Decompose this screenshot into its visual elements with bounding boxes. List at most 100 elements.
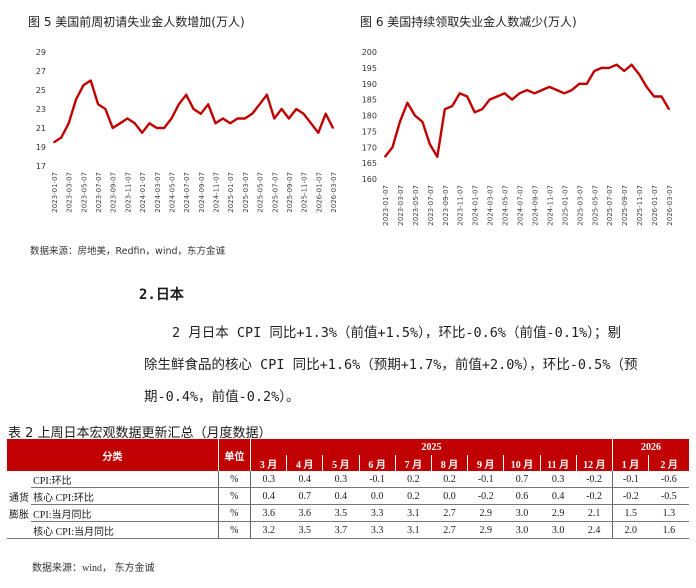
value-cell: -0.5 (648, 487, 689, 505)
value-cell: 2.9 (467, 504, 504, 522)
data-point (324, 112, 327, 115)
data-point (89, 79, 92, 82)
header-month: 4 月 (286, 455, 323, 471)
x-tick-label: 2024-05-07 (502, 185, 510, 226)
y-tick-label: 165 (362, 159, 377, 168)
data-point (192, 108, 195, 110)
y-tick-label: 170 (362, 143, 377, 152)
data-point (630, 63, 633, 66)
value-cell: 3.5 (322, 504, 360, 522)
value-cell: 1.6 (648, 521, 689, 539)
value-cell: -0.1 (467, 471, 504, 488)
header-month: 6 月 (358, 455, 396, 471)
data-point (413, 114, 416, 117)
x-tick-label: 2023-01-07 (382, 185, 390, 226)
data-point (302, 112, 305, 115)
value-cell: -0.2 (576, 471, 613, 488)
header-month: 2 月 (648, 455, 689, 471)
value-cell: 0.3 (540, 471, 577, 488)
data-point (653, 95, 655, 98)
fig6-line-chart: 200 195 190 185 180 175 170 165 160 2023-01-07 202… (362, 48, 674, 226)
x-tick-label: 2026-03-07 (666, 185, 674, 226)
group-label-line2: 膨胀 (9, 509, 29, 521)
x-tick-label: 2025-11-07 (636, 185, 644, 226)
data-point (155, 127, 158, 129)
row-label: 核心 CPI:当月同比 (31, 521, 219, 539)
x-tick-label: 2024-03-07 (154, 172, 162, 213)
data-point (555, 89, 558, 91)
x-tick-label: 2025-07-07 (606, 185, 614, 226)
data-point (133, 122, 136, 125)
row-unit: % (217, 471, 251, 488)
table-row: 核心 CPI:当月同比% 3.2 3.5 3.7 3.3 3.1 2.7 2.9 3.0 3.0 2… (7, 521, 689, 539)
group-label-line1: 通货 (9, 492, 29, 504)
x-tick-label: 2025-11-07 (301, 172, 309, 213)
x-tick-label: 2023-03-07 (66, 172, 74, 213)
data-point (496, 95, 499, 98)
data-point (148, 122, 151, 125)
data-point (67, 122, 70, 125)
data-point (280, 108, 283, 110)
y-tick-label: 175 (362, 127, 377, 136)
value-cell: -0.2 (576, 487, 613, 505)
header-month: 10 月 (503, 455, 541, 471)
header-month: 7 月 (394, 455, 432, 471)
data-point (503, 92, 506, 95)
y-tick-label: 25 (36, 86, 46, 95)
table-row: CPI:环比% 0.3 0.4 0.3 -0.1 0.2 0.2 -0.1 0.7 0.3 -0.2… (7, 471, 689, 488)
value-cell: 2.7 (431, 504, 468, 522)
x-tick-label: 2026-01-07 (651, 185, 659, 226)
value-cell: 3.6 (286, 504, 323, 522)
value-cell: 3.3 (359, 504, 396, 522)
value-cell: 0.4 (322, 487, 360, 505)
data-point (623, 70, 626, 72)
x-tick-label: 2023-05-07 (412, 185, 420, 226)
value-cell: 3.6 (249, 504, 287, 522)
data-point (266, 93, 268, 96)
header-year-2025: 2025 (249, 439, 613, 455)
data-point (75, 98, 77, 101)
x-tick-label: 2024-03-07 (487, 185, 495, 226)
row-label: CPI:环比 (31, 471, 219, 488)
series-line (53, 79, 335, 144)
data-point (111, 127, 114, 129)
header-month: 1 月 (611, 455, 649, 471)
value-cell: -0.1 (611, 471, 649, 488)
data-point (541, 89, 543, 91)
data-point (578, 82, 581, 85)
x-tick-label: 2024-11-07 (213, 172, 221, 213)
data-point (593, 70, 596, 72)
data-point (199, 112, 202, 115)
x-tick-label: 2025-09-07 (621, 185, 629, 226)
value-cell: 2.0 (611, 521, 649, 539)
data-point (243, 117, 246, 120)
header-month: 3 月 (249, 455, 287, 471)
table-row: 通货 核心 CPI:环比% 0.4 0.7 0.4 0.0 0.2 0.0 -0.2 0.6 0.4… (7, 487, 689, 505)
section-title: 2.日本 (139, 287, 184, 303)
data-point (214, 122, 217, 125)
y-tick-label: 29 (36, 48, 46, 57)
y-tick-label: 195 (362, 64, 377, 73)
row-unit: % (217, 521, 251, 539)
data-point (332, 127, 334, 129)
data-point (533, 92, 536, 95)
value-cell: 0.2 (431, 471, 468, 488)
value-cell: 3.2 (249, 521, 287, 539)
paragraph-line-2: 除生鲜食品的核心 CPI 同比+1.6%（预期+1.7%，前值+2.0%），环比… (144, 357, 638, 373)
x-tick-label: 2026-01-07 (315, 172, 323, 213)
data-point (82, 84, 85, 87)
value-cell: 0.7 (503, 471, 541, 488)
data-point (288, 117, 290, 120)
data-point (229, 122, 232, 125)
data-point (645, 86, 648, 88)
value-cell: 0.0 (431, 487, 468, 505)
data-point (207, 103, 210, 106)
value-cell: 2.9 (467, 521, 504, 539)
table-source-note: 数据来源：wind， 东方金诚 (32, 563, 155, 574)
x-tick-label: 2024-07-07 (183, 172, 191, 213)
value-cell: 3.0 (503, 521, 541, 539)
row-label: 核心 CPI:环比 (31, 487, 219, 505)
header-month: 12 月 (575, 455, 613, 471)
value-cell: 0.0 (359, 487, 396, 505)
